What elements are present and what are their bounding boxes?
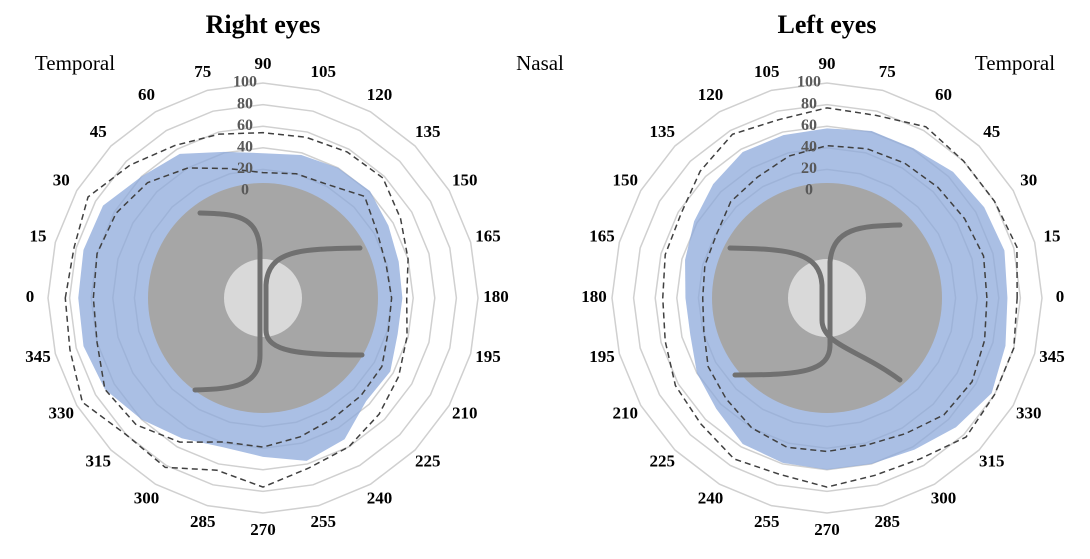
angle-label: 60 [935,85,952,104]
angle-label: 120 [367,85,393,104]
corner-label: Temporal [35,51,115,75]
r-tick-label: 60 [801,117,817,134]
angle-label: 240 [698,489,724,508]
angle-label: 135 [415,122,441,141]
angle-label: 90 [255,54,272,73]
angle-label: 225 [415,452,441,471]
angle-label: 30 [1020,170,1037,189]
angle-label: 195 [589,347,615,366]
angle-label: 345 [25,347,51,366]
angle-label: 105 [311,62,337,81]
r-tick-label: 80 [237,95,253,112]
corner-label: Temporal [975,51,1055,75]
angle-label: 315 [979,452,1005,471]
chart-title: Right eyes [206,10,321,39]
angle-label: 105 [754,62,780,81]
angle-label: 180 [581,287,607,306]
angle-label: 285 [190,512,216,531]
angle-label: 255 [311,512,337,531]
r-tick-label: 20 [237,160,253,177]
angle-label: 135 [649,122,675,141]
corner-label: Nasal [516,51,564,75]
angle-label: 270 [814,520,840,539]
angle-label: 0 [1056,287,1065,306]
eye-center [224,259,302,337]
angle-label: 60 [138,85,155,104]
r-tick-label: 20 [801,160,817,177]
angle-label: 75 [879,62,896,81]
eye-center [788,259,866,337]
angle-label: 45 [983,122,1000,141]
angle-label: 300 [931,489,957,508]
angle-label: 45 [90,122,107,141]
angle-label: 285 [875,512,901,531]
r-tick-label: 100 [233,74,257,91]
angle-label: 150 [452,170,478,189]
r-tick-label: 40 [237,138,253,155]
r-tick-label: 40 [801,138,817,155]
angle-label: 330 [1016,403,1042,422]
angle-label: 210 [612,403,638,422]
angle-label: 210 [452,403,478,422]
angle-label: 15 [1044,227,1061,246]
angle-label: 300 [134,489,160,508]
radar-figure: Right eyes Temporal Nasal 0 15 30 45 60 75 90 105 1… [0,0,1090,559]
angle-label: 0 [26,287,35,306]
r-tick-label: 0 [241,182,249,199]
r-tick-label: 80 [801,95,817,112]
r-tick-label: 0 [805,182,813,199]
angle-label: 90 [819,54,836,73]
r-tick-label: 60 [237,117,253,134]
angle-label: 195 [475,347,501,366]
angle-label: 240 [367,489,393,508]
angle-label: 15 [29,227,46,246]
angle-label: 315 [85,452,111,471]
angle-label: 225 [649,452,675,471]
angle-label: 165 [589,227,615,246]
angle-label: 345 [1039,347,1065,366]
angle-label: 270 [250,520,276,539]
angle-label: 120 [698,85,724,104]
angle-label: 330 [48,403,74,422]
angle-label: 150 [612,170,638,189]
angle-label: 30 [53,170,70,189]
angle-label: 165 [475,227,501,246]
angle-label: 75 [194,62,211,81]
angle-label: 255 [754,512,780,531]
angle-label: 180 [483,287,509,306]
r-tick-label: 100 [797,74,821,91]
chart-title: Left eyes [778,10,877,39]
